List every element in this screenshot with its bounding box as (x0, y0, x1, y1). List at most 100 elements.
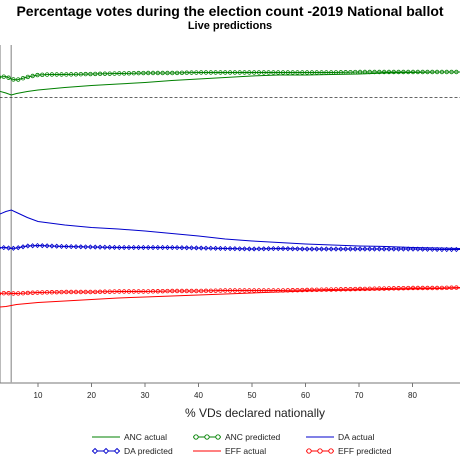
marker-da-predicted (371, 246, 378, 252)
marker-da-predicted (131, 244, 137, 251)
marker-da-predicted (58, 243, 65, 249)
marker-da-predicted (381, 246, 387, 252)
marker-da-predicted (83, 244, 89, 250)
marker-anc-predicted (189, 70, 194, 75)
marker-eff-predicted (261, 288, 266, 293)
marker-anc-predicted (357, 69, 363, 75)
marker-anc-predicted (88, 71, 93, 77)
marker-eff-predicted (136, 289, 141, 294)
marker-da-predicted (1, 245, 7, 251)
marker-eff-predicted (20, 291, 26, 296)
marker-da-predicted (213, 245, 219, 251)
marker-eff-predicted (280, 288, 286, 293)
marker-da-predicted (270, 246, 276, 252)
marker-eff-predicted (430, 285, 435, 291)
marker-anc-predicted (304, 70, 310, 75)
marker-anc-predicted (276, 70, 281, 75)
marker-eff-predicted (227, 288, 233, 293)
marker-anc-predicted (0, 75, 2, 80)
marker-da-predicted (97, 244, 103, 250)
marker-anc-predicted (6, 75, 11, 80)
marker-anc-predicted (165, 70, 170, 76)
legend-item-eff-predicted: EFF predicted (306, 446, 392, 456)
marker-da-predicted (107, 244, 113, 250)
marker-da-predicted (193, 245, 199, 251)
marker-eff-predicted (367, 286, 372, 291)
marker-da-predicted (429, 246, 435, 252)
marker-eff-predicted (348, 286, 353, 292)
marker-anc-predicted (333, 70, 339, 75)
marker-da-predicted (338, 246, 344, 252)
marker-eff-predicted (309, 287, 315, 293)
marker-eff-predicted (285, 288, 291, 293)
marker-eff-predicted (170, 288, 175, 294)
chart-title: Percentage votes during the election cou… (16, 3, 444, 19)
marker-da-predicted (391, 246, 397, 252)
marker-eff-predicted (425, 285, 430, 291)
marker-eff-predicted (290, 288, 295, 293)
marker-anc-predicted (266, 70, 271, 75)
marker-anc-predicted (1, 74, 6, 79)
marker-da-predicted (160, 244, 166, 251)
marker-eff-predicted (6, 291, 11, 296)
marker-da-predicted (54, 243, 60, 249)
series-anc-predicted (0, 69, 460, 82)
marker-eff-predicted (68, 289, 74, 295)
marker-eff-predicted (59, 289, 64, 295)
marker-eff-predicted (338, 287, 344, 292)
marker-eff-predicted (314, 287, 319, 292)
marker-da-predicted (367, 246, 373, 252)
legend-marker (102, 447, 110, 455)
marker-da-predicted (434, 246, 440, 253)
marker-anc-predicted (25, 74, 31, 80)
marker-eff-predicted (73, 289, 79, 295)
legend-marker (204, 434, 210, 440)
marker-eff-predicted (396, 286, 401, 291)
marker-eff-predicted (434, 285, 440, 291)
marker-eff-predicted (78, 289, 83, 295)
marker-da-predicted (184, 245, 190, 251)
marker-anc-predicted (194, 70, 199, 75)
marker-eff-predicted (444, 285, 449, 291)
marker-eff-predicted (213, 288, 218, 293)
marker-eff-predicted (271, 288, 276, 293)
marker-eff-predicted (353, 286, 358, 292)
marker-da-predicted (424, 246, 431, 252)
marker-anc-predicted (314, 70, 319, 75)
marker-anc-predicted (420, 69, 425, 75)
marker-da-predicted (111, 244, 118, 250)
marker-anc-predicted (102, 71, 108, 76)
marker-anc-predicted (324, 70, 329, 75)
marker-da-predicted (357, 246, 363, 252)
marker-da-predicted (323, 246, 329, 252)
marker-da-predicted (208, 245, 214, 251)
marker-anc-predicted (410, 69, 416, 75)
marker-eff-predicted (256, 288, 262, 293)
marker-anc-predicted (160, 70, 165, 76)
x-tick-label: 10 (34, 391, 43, 400)
marker-eff-predicted (208, 288, 214, 293)
marker-anc-predicted (348, 69, 353, 75)
marker-anc-predicted (227, 70, 233, 75)
marker-anc-predicted (218, 70, 223, 75)
marker-eff-predicted (102, 289, 108, 294)
marker-da-predicted (333, 246, 339, 252)
marker-da-predicted (290, 246, 296, 252)
marker-anc-predicted (290, 70, 295, 75)
marker-anc-predicted (112, 71, 117, 76)
marker-eff-predicted (223, 288, 228, 293)
marker-eff-predicted (54, 289, 59, 295)
marker-anc-predicted (97, 71, 103, 77)
marker-anc-predicted (343, 70, 348, 75)
marker-anc-predicted (319, 70, 324, 75)
marker-da-predicted (294, 246, 301, 252)
marker-da-predicted (266, 246, 272, 252)
marker-da-predicted (386, 246, 392, 252)
marker-anc-predicted (11, 77, 16, 82)
marker-da-predicted (222, 245, 228, 252)
marker-anc-predicted (20, 75, 26, 81)
marker-da-predicted (241, 246, 248, 252)
marker-anc-predicted (256, 70, 262, 75)
marker-anc-predicted (198, 70, 204, 75)
